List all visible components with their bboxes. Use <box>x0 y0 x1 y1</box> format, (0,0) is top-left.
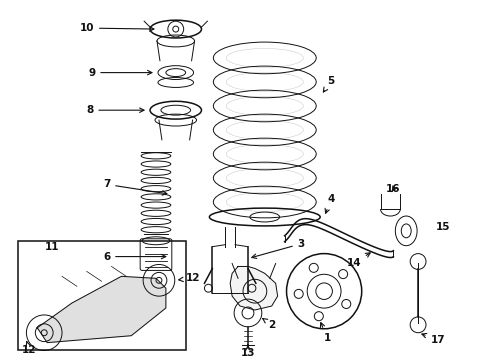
Text: 13: 13 <box>241 345 255 357</box>
Text: 17: 17 <box>422 333 445 345</box>
Text: 15: 15 <box>436 222 450 232</box>
Text: 3: 3 <box>252 239 305 258</box>
Text: 7: 7 <box>103 179 167 195</box>
Text: 11: 11 <box>45 242 59 252</box>
Bar <box>18 241 186 350</box>
Text: 4: 4 <box>325 194 335 213</box>
Text: 14: 14 <box>346 253 370 269</box>
Polygon shape <box>230 266 278 310</box>
Text: 12: 12 <box>22 342 37 355</box>
Polygon shape <box>37 276 166 343</box>
Text: 8: 8 <box>86 105 144 115</box>
Text: 12: 12 <box>179 273 200 283</box>
Text: 9: 9 <box>88 68 152 78</box>
Text: 6: 6 <box>103 252 166 262</box>
Text: 16: 16 <box>386 184 401 194</box>
Text: 5: 5 <box>323 76 335 92</box>
Text: 1: 1 <box>320 323 331 343</box>
Text: 2: 2 <box>263 319 275 330</box>
Text: 10: 10 <box>79 23 154 33</box>
